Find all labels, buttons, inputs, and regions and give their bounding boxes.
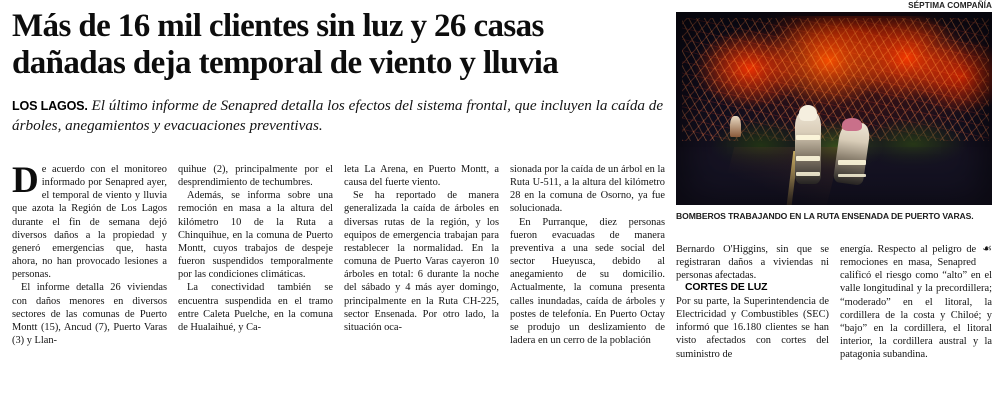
paragraph: sionada por la caída de un árbol en la R…: [510, 164, 665, 215]
headline-line-2: dañadas deja temporal de viento y lluvia: [12, 44, 559, 81]
headline-line-1: Más de 16 mil clientes sin luz y 26 casa…: [12, 8, 544, 44]
section-subhead: CORTES DE LUZ: [685, 282, 768, 294]
firefighter-reflective-stripe: [795, 172, 821, 176]
drop-cap: D: [12, 160, 39, 201]
firefighter-helmet: [841, 117, 862, 132]
paragraph: Además, se informa sobre una remoción en…: [178, 190, 333, 281]
firefighter-reflective-stripe: [795, 135, 821, 141]
photo-firefighter-1: [794, 105, 822, 184]
article-photo-container: SÉPTIMA COMPAÑÍA: [676, 1, 992, 205]
photo-road-reflection: [719, 147, 842, 205]
lead-text: El último informe de Senapred detalla lo…: [12, 97, 664, 135]
page-title: Más de 16 mil clientes sin luz y 26 casa…: [12, 8, 672, 82]
paragraph: Se ha reportado de manera generalizada l…: [344, 190, 499, 333]
paragraph: En Purranque, diez personas fueron evacu…: [510, 216, 665, 347]
firefighter-reflective-stripe: [838, 160, 866, 165]
body-column-2: quihue (2), principalmente por el despre…: [178, 163, 333, 413]
body-column-4: sionada por la caída de un árbol en la R…: [510, 163, 665, 413]
body-column-5: Bernardo O'Higgins, sin que se registrar…: [676, 243, 829, 415]
body-column-3: leta La Arena, en Puerto Montt, a causa …: [344, 163, 499, 413]
firefighter-body: [794, 110, 822, 184]
paragraph: ☙ energía. Respecto al peligro de remocio…: [840, 243, 992, 361]
paragraph: Por su parte, la Superintendencia de Ele…: [676, 295, 829, 360]
paragraph-text: energía. Respecto al peligro de remocion…: [840, 244, 992, 361]
firefighter-reflective-stripe: [795, 155, 821, 161]
paragraph: La conectividad también se encuentra sus…: [178, 282, 333, 333]
body-column-6: ☙ energía. Respecto al peligro de remocio…: [840, 243, 992, 415]
photo-credit: SÉPTIMA COMPAÑÍA: [908, 1, 992, 10]
paragraph: leta La Arena, en Puerto Montt, a causa …: [344, 164, 499, 189]
photo-firefighter-2: [833, 117, 872, 186]
lead-kicker: LOS LAGOS.: [12, 99, 88, 113]
paragraph: Bernardo O'Higgins, sin que se registrar…: [676, 244, 829, 282]
paragraph: El informe detalla 26 viviendas con daño…: [12, 282, 167, 347]
end-of-article-ornament: ☙: [982, 243, 992, 255]
article-lead: LOS LAGOS. El último informe de Senapred…: [12, 96, 672, 136]
photo-caption: BOMBEROS TRABAJANDO EN LA RUTA ENSENADA …: [676, 211, 974, 221]
paragraph-text: e acuerdo con el monitoreo informado por…: [12, 164, 167, 281]
firefighter-reflective-stripe: [838, 173, 866, 177]
paragraph: quihue (2), principalmente por el despre…: [178, 164, 333, 189]
article-photo: [676, 12, 992, 205]
photo-traffic-cone: [729, 116, 742, 138]
firefighter-helmet: [798, 105, 817, 122]
